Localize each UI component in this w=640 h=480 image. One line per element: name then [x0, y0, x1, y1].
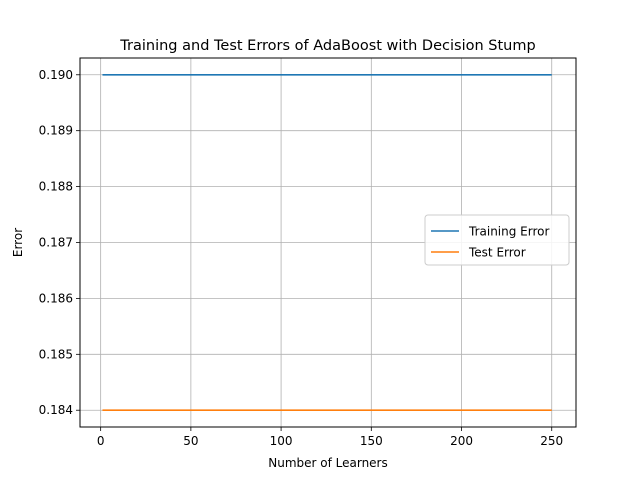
series-lines [102, 73, 552, 412]
y-tick-label: 0.187 [39, 236, 73, 250]
y-tick-label: 0.186 [39, 291, 73, 305]
legend-label-training-error: Training Error [468, 225, 549, 239]
y-axis-label: Error [11, 228, 25, 257]
x-tick-label: 250 [540, 434, 563, 448]
y-tick-label: 0.188 [39, 180, 73, 194]
x-tick-label: 100 [270, 434, 293, 448]
x-axis-ticks: 0 50 100 150 200 250 [97, 427, 563, 448]
chart-title: Training and Test Errors of AdaBoost wit… [119, 38, 535, 54]
y-tick-label: 0.189 [39, 124, 73, 138]
x-tick-label: 50 [183, 434, 198, 448]
legend: Training Error Test Error [424, 214, 570, 266]
x-tick-label: 0 [97, 434, 105, 448]
y-tick-label: 0.184 [39, 403, 73, 417]
legend-box [424, 214, 570, 266]
x-tick-label: 150 [360, 434, 383, 448]
y-tick-label: 0.185 [39, 347, 73, 361]
x-tick-label: 200 [450, 434, 473, 448]
y-axis-ticks: 0.184 0.185 0.186 0.187 0.188 0.189 0.190 [39, 68, 80, 417]
legend-label-test-error: Test Error [468, 246, 526, 260]
y-tick-label: 0.190 [39, 68, 73, 82]
x-axis-label: Number of Learners [268, 456, 388, 470]
